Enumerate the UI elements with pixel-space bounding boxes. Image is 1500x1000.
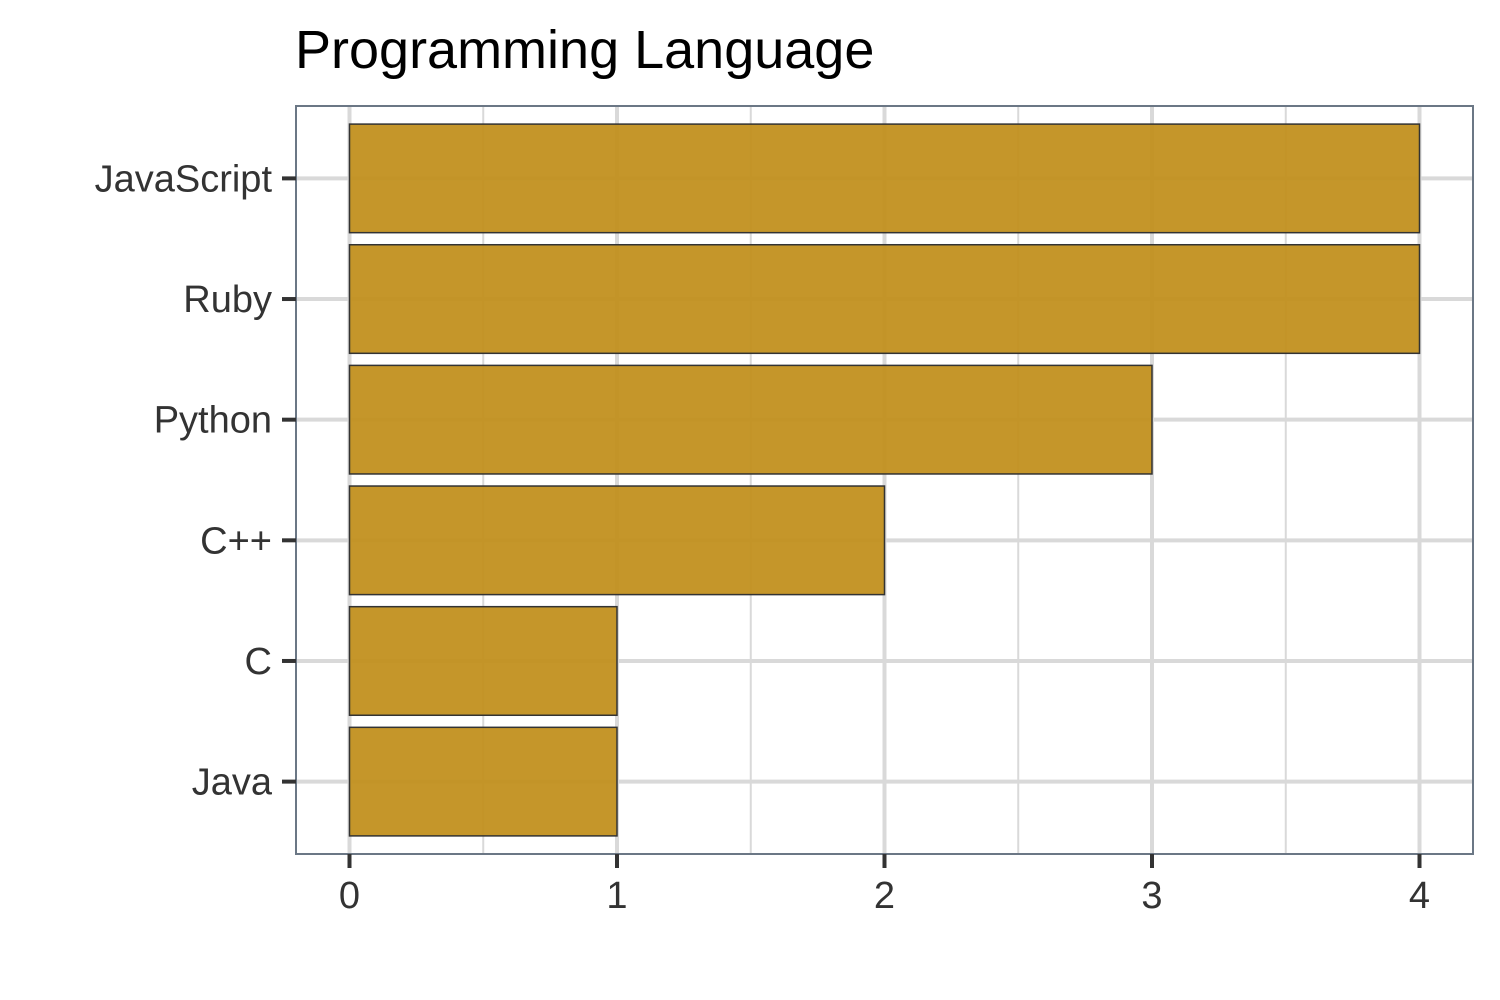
bar-cpp	[348, 485, 886, 596]
x-tick-label: 2	[874, 875, 895, 917]
chart-title: Programming Language	[295, 20, 874, 80]
x-tick-label: 4	[1409, 875, 1430, 917]
bar-javascript	[348, 123, 1421, 234]
x-tick-label: 3	[1141, 875, 1162, 917]
y-tick-label: C	[245, 641, 272, 683]
bar-java	[348, 726, 618, 837]
y-tick-label: Java	[192, 762, 273, 804]
y-tick-label: JavaScript	[95, 158, 273, 200]
y-axis: JavaScript Ruby Python C++ C Java	[95, 158, 296, 804]
bar-ruby	[348, 243, 1421, 355]
y-tick-label: Ruby	[183, 279, 272, 321]
x-tick-label: 0	[339, 875, 360, 917]
bars	[348, 123, 1421, 837]
x-axis: 0 1 2 3 4	[339, 854, 1430, 917]
bar-c	[348, 605, 618, 717]
y-tick-label: Python	[154, 400, 272, 442]
bar-python	[348, 364, 1153, 475]
y-tick-label: C++	[200, 520, 272, 562]
x-tick-label: 1	[606, 875, 627, 917]
